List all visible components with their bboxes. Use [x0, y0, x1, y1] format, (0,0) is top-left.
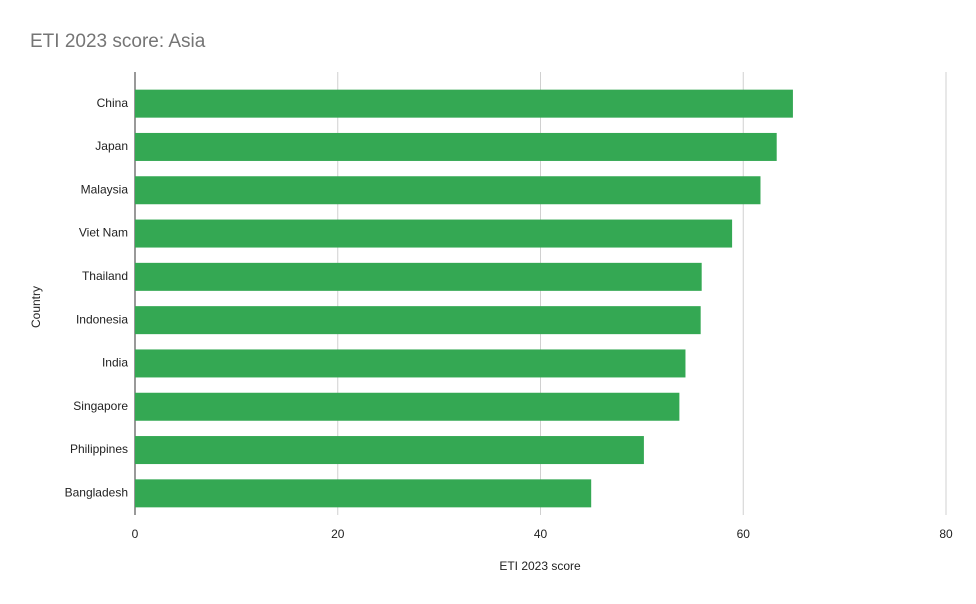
bar: [135, 306, 701, 335]
bar: [135, 132, 777, 161]
bar: [135, 392, 680, 421]
bar: [135, 436, 644, 465]
y-tick-label: Singapore: [73, 399, 128, 413]
x-tick-label: 80: [939, 527, 953, 541]
y-tick-label: Malaysia: [81, 182, 129, 196]
x-tick-label: 0: [132, 527, 139, 541]
y-tick-label: India: [102, 356, 128, 370]
y-tick-label: Japan: [95, 139, 128, 153]
y-tick-label: Thailand: [82, 269, 128, 283]
bar: [135, 349, 686, 378]
y-tick-label: Viet Nam: [79, 226, 128, 240]
y-tick-label: Indonesia: [76, 312, 128, 326]
bar: [135, 219, 733, 248]
y-tick-label: Bangladesh: [65, 486, 128, 500]
bar: [135, 479, 592, 508]
bar: [135, 176, 761, 205]
x-tick-label: 20: [331, 527, 345, 541]
y-axis-title: Country: [29, 286, 43, 328]
x-tick-label: 60: [737, 527, 751, 541]
x-tick-label: 40: [534, 527, 548, 541]
x-axis-title: ETI 2023 score: [499, 559, 581, 573]
y-tick-label: Philippines: [70, 442, 128, 456]
chart-title: ETI 2023 score: Asia: [30, 31, 206, 52]
y-tick-label: China: [97, 96, 129, 110]
bar: [135, 262, 702, 291]
bar: [135, 89, 793, 118]
